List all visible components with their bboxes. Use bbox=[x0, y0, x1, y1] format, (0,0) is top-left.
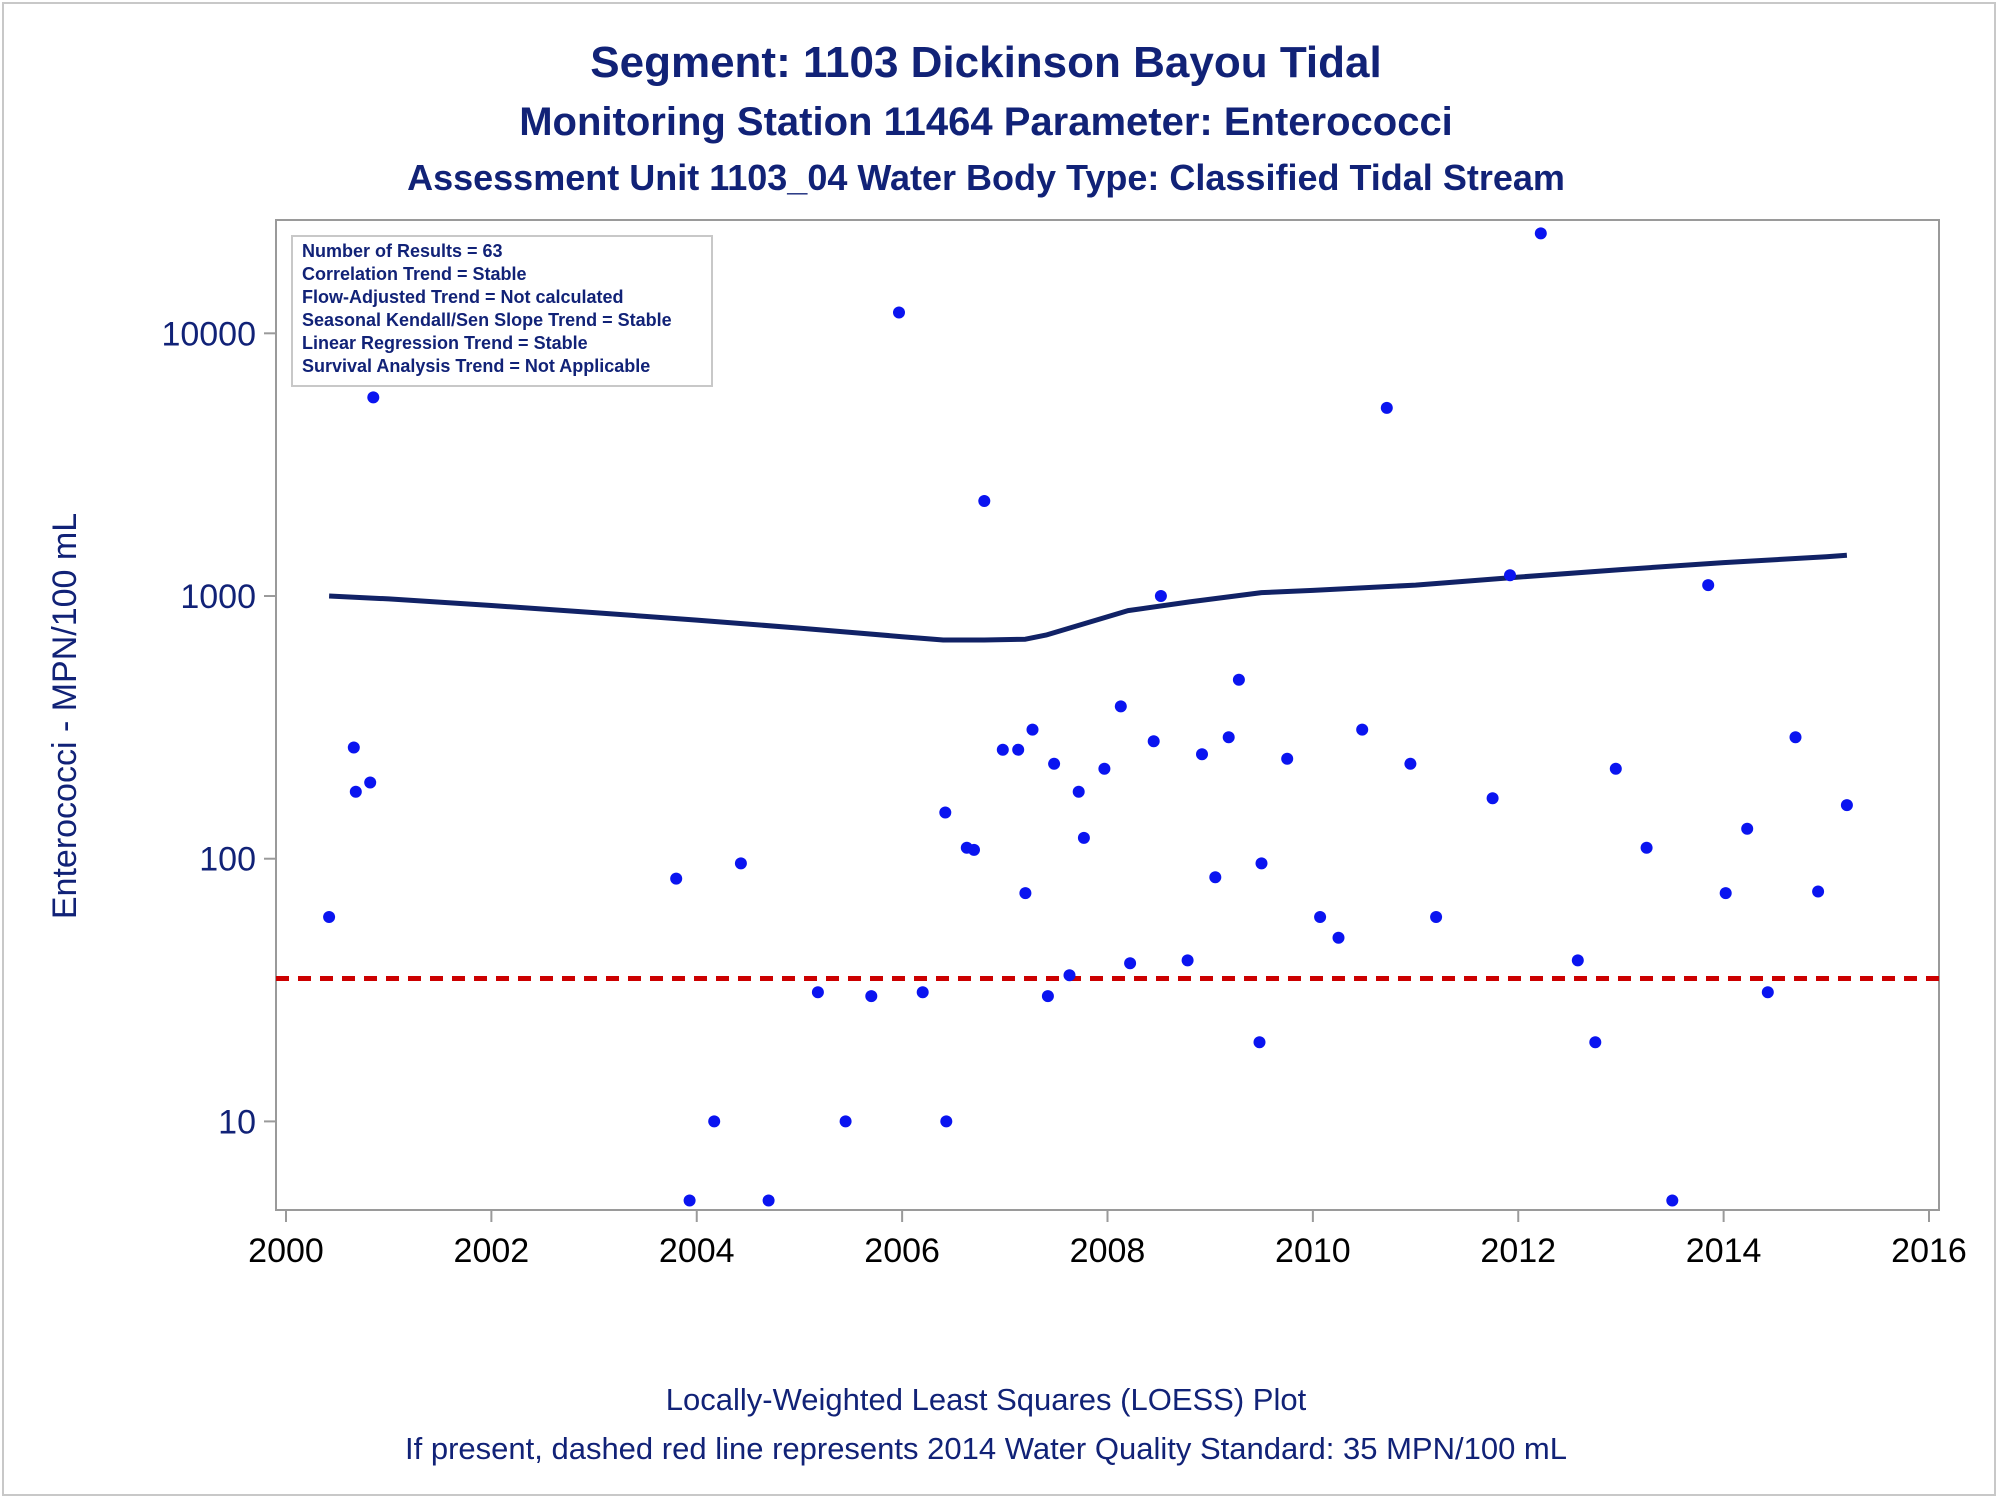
data-point bbox=[349, 785, 362, 798]
data-point bbox=[939, 806, 952, 819]
x-tick-label: 2002 bbox=[454, 1232, 530, 1270]
data-point bbox=[1719, 887, 1732, 900]
data-point bbox=[1063, 969, 1076, 982]
data-point bbox=[1332, 931, 1345, 944]
x-tick-label: 2008 bbox=[1070, 1232, 1146, 1270]
data-point bbox=[1026, 723, 1039, 736]
data-point bbox=[347, 741, 360, 754]
stats-line: Flow-Adjusted Trend = Not calculated bbox=[302, 287, 624, 307]
data-point bbox=[364, 776, 377, 789]
data-point bbox=[1430, 911, 1443, 923]
data-point bbox=[1840, 799, 1853, 812]
stats-box bbox=[291, 235, 713, 387]
y-tick-label: 10000 bbox=[161, 315, 256, 353]
y-tick-label: 10 bbox=[218, 1103, 256, 1141]
data-point bbox=[1012, 743, 1025, 756]
data-point bbox=[1741, 822, 1754, 835]
y-tick-label: 100 bbox=[199, 841, 256, 879]
data-point bbox=[940, 1115, 953, 1128]
x-tick-label: 2006 bbox=[864, 1232, 940, 1270]
data-point bbox=[865, 990, 878, 1003]
data-point bbox=[1253, 1036, 1266, 1049]
data-point bbox=[1072, 785, 1085, 798]
stats-line: Correlation Trend = Stable bbox=[302, 264, 527, 284]
data-point bbox=[323, 911, 336, 923]
stats-line: Seasonal Kendall/Sen Slope Trend = Stabl… bbox=[302, 310, 672, 330]
data-point bbox=[1534, 227, 1547, 240]
data-point bbox=[893, 306, 905, 319]
data-point bbox=[683, 1194, 696, 1207]
data-point bbox=[1666, 1194, 1679, 1207]
chart-subtitle-station: Monitoring Station 11464 Parameter: Ente… bbox=[519, 100, 1453, 144]
x-tick-label: 2012 bbox=[1480, 1232, 1556, 1270]
data-point bbox=[1209, 871, 1222, 884]
data-point bbox=[1789, 731, 1802, 744]
x-tick-label: 2004 bbox=[659, 1232, 735, 1270]
data-point bbox=[1571, 954, 1584, 967]
x-tick-label: 2014 bbox=[1686, 1232, 1762, 1270]
data-point bbox=[1504, 569, 1516, 582]
data-point bbox=[1609, 762, 1622, 775]
data-point bbox=[1222, 731, 1235, 744]
data-point bbox=[1019, 887, 1032, 900]
data-point bbox=[1640, 841, 1653, 854]
data-point bbox=[1147, 735, 1160, 748]
data-point bbox=[1196, 748, 1208, 761]
data-point bbox=[367, 391, 380, 404]
loess-curve bbox=[328, 552, 1848, 643]
data-point bbox=[1404, 757, 1417, 770]
stats-line: Number of Results = 63 bbox=[302, 241, 503, 261]
data-point bbox=[968, 843, 980, 856]
data-point bbox=[762, 1194, 775, 1207]
data-point bbox=[1356, 723, 1369, 736]
data-point bbox=[1181, 954, 1194, 967]
data-point bbox=[1314, 911, 1327, 923]
data-point bbox=[1041, 990, 1054, 1003]
data-point bbox=[708, 1115, 721, 1128]
data-point bbox=[1255, 857, 1268, 870]
data-point bbox=[916, 986, 929, 999]
footnote-loess: Locally-Weighted Least Squares (LOESS) P… bbox=[665, 1382, 1307, 1417]
data-point bbox=[1702, 579, 1715, 592]
data-point bbox=[1232, 673, 1245, 686]
data-point bbox=[1098, 762, 1111, 775]
data-point bbox=[839, 1115, 852, 1128]
y-tick-label: 1000 bbox=[180, 578, 256, 616]
stats-line: Survival Analysis Trend = Not Applicable bbox=[302, 356, 650, 376]
data-point bbox=[1761, 986, 1774, 999]
footnote-standard: If present, dashed red line represents 2… bbox=[405, 1431, 1567, 1466]
data-point bbox=[1114, 700, 1127, 713]
data-point bbox=[1077, 831, 1090, 844]
data-point bbox=[1048, 757, 1061, 770]
x-tick-label: 2000 bbox=[248, 1232, 324, 1270]
data-point bbox=[996, 743, 1009, 756]
data-point bbox=[1812, 885, 1825, 898]
data-point bbox=[734, 857, 747, 870]
data-point bbox=[670, 872, 683, 885]
data-point bbox=[1124, 957, 1137, 970]
data-point bbox=[1486, 792, 1499, 805]
x-tick-label: 2016 bbox=[1891, 1232, 1967, 1270]
data-point bbox=[1380, 401, 1393, 414]
data-point bbox=[811, 986, 824, 999]
chart-subtitle-assessment: Assessment Unit 1103_04 Water Body Type:… bbox=[407, 157, 1565, 198]
data-point bbox=[1281, 752, 1294, 765]
stats-line: Linear Regression Trend = Stable bbox=[302, 333, 588, 353]
chart-title: Segment: 1103 Dickinson Bayou Tidal bbox=[590, 38, 1382, 87]
data-point bbox=[1154, 590, 1167, 602]
x-tick-label: 2010 bbox=[1275, 1232, 1351, 1270]
data-point bbox=[978, 495, 991, 507]
data-point bbox=[1589, 1036, 1602, 1049]
y-axis-label: Enterococci - MPN/100 mL bbox=[46, 513, 84, 919]
